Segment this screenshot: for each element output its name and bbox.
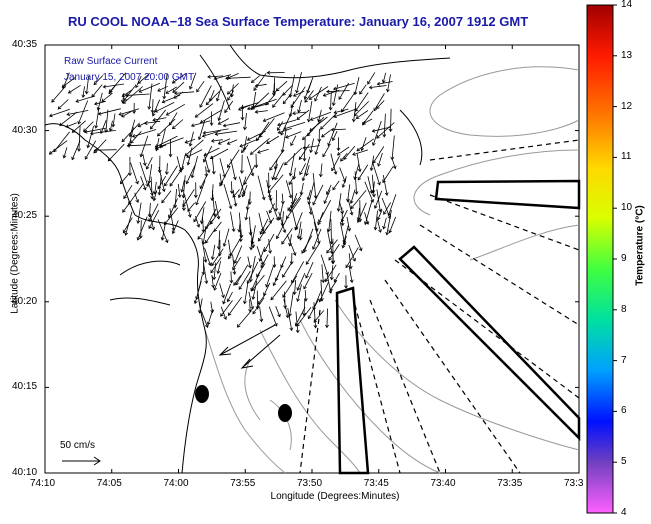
colorbar-tick-label: 14 [621, 0, 632, 10]
y-tick-label: 40:30 [12, 125, 37, 136]
colorbar-tick-label: 10 [621, 202, 632, 213]
colorbar-tick-label: 11 [621, 151, 631, 162]
x-tick-label: 73:45 [364, 478, 389, 489]
colorbar-tick-label: 4 [621, 507, 627, 518]
x-tick-label: 73:55 [230, 478, 255, 489]
x-axis-label: Longitude (Degrees:Minutes) [200, 491, 470, 502]
y-tick-label: 40:10 [12, 467, 37, 478]
colorbar-label: Temperature (°C) [635, 171, 646, 321]
colorbar-tick-label: 12 [621, 101, 632, 112]
x-tick-label: 74:05 [97, 478, 122, 489]
colorbar-tick-label: 5 [621, 456, 627, 467]
x-tick-label: 74:00 [164, 478, 189, 489]
overlay-timestamp: January 15, 2007 20:00 GMT [64, 72, 194, 83]
y-tick-label: 40:35 [12, 39, 37, 50]
x-tick-label: 73:3 [564, 478, 583, 489]
scale-label: 50 cm/s [60, 440, 95, 451]
overlay-label: Raw Surface Current [64, 56, 157, 67]
y-tick-label: 40:15 [12, 381, 37, 392]
buoy-marker [195, 385, 209, 403]
x-tick-label: 74:10 [30, 478, 55, 489]
buoy-marker [278, 404, 292, 422]
x-tick-label: 73:50 [297, 478, 322, 489]
colorbar-tick-label: 9 [621, 253, 627, 264]
plot-frame [45, 45, 579, 473]
temperature-colorbar [587, 5, 613, 513]
colorbar-tick-label: 6 [621, 405, 627, 416]
x-tick-label: 73:35 [497, 478, 522, 489]
y-axis-label: Latitude (Degrees:Minutes) [10, 179, 21, 329]
x-tick-label: 73:40 [431, 478, 456, 489]
colorbar-tick-label: 7 [621, 355, 627, 366]
colorbar-tick-label: 8 [621, 304, 627, 315]
colorbar-tick-label: 13 [621, 50, 632, 61]
